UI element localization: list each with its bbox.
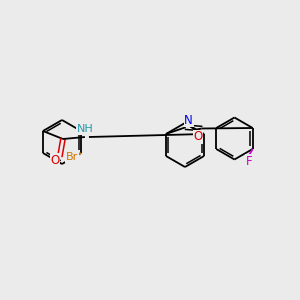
Text: O: O — [194, 130, 203, 143]
Text: O: O — [50, 154, 60, 166]
Text: Br: Br — [66, 152, 78, 162]
Text: N: N — [184, 114, 193, 127]
Text: NH: NH — [76, 124, 93, 134]
Text: F: F — [246, 154, 253, 168]
